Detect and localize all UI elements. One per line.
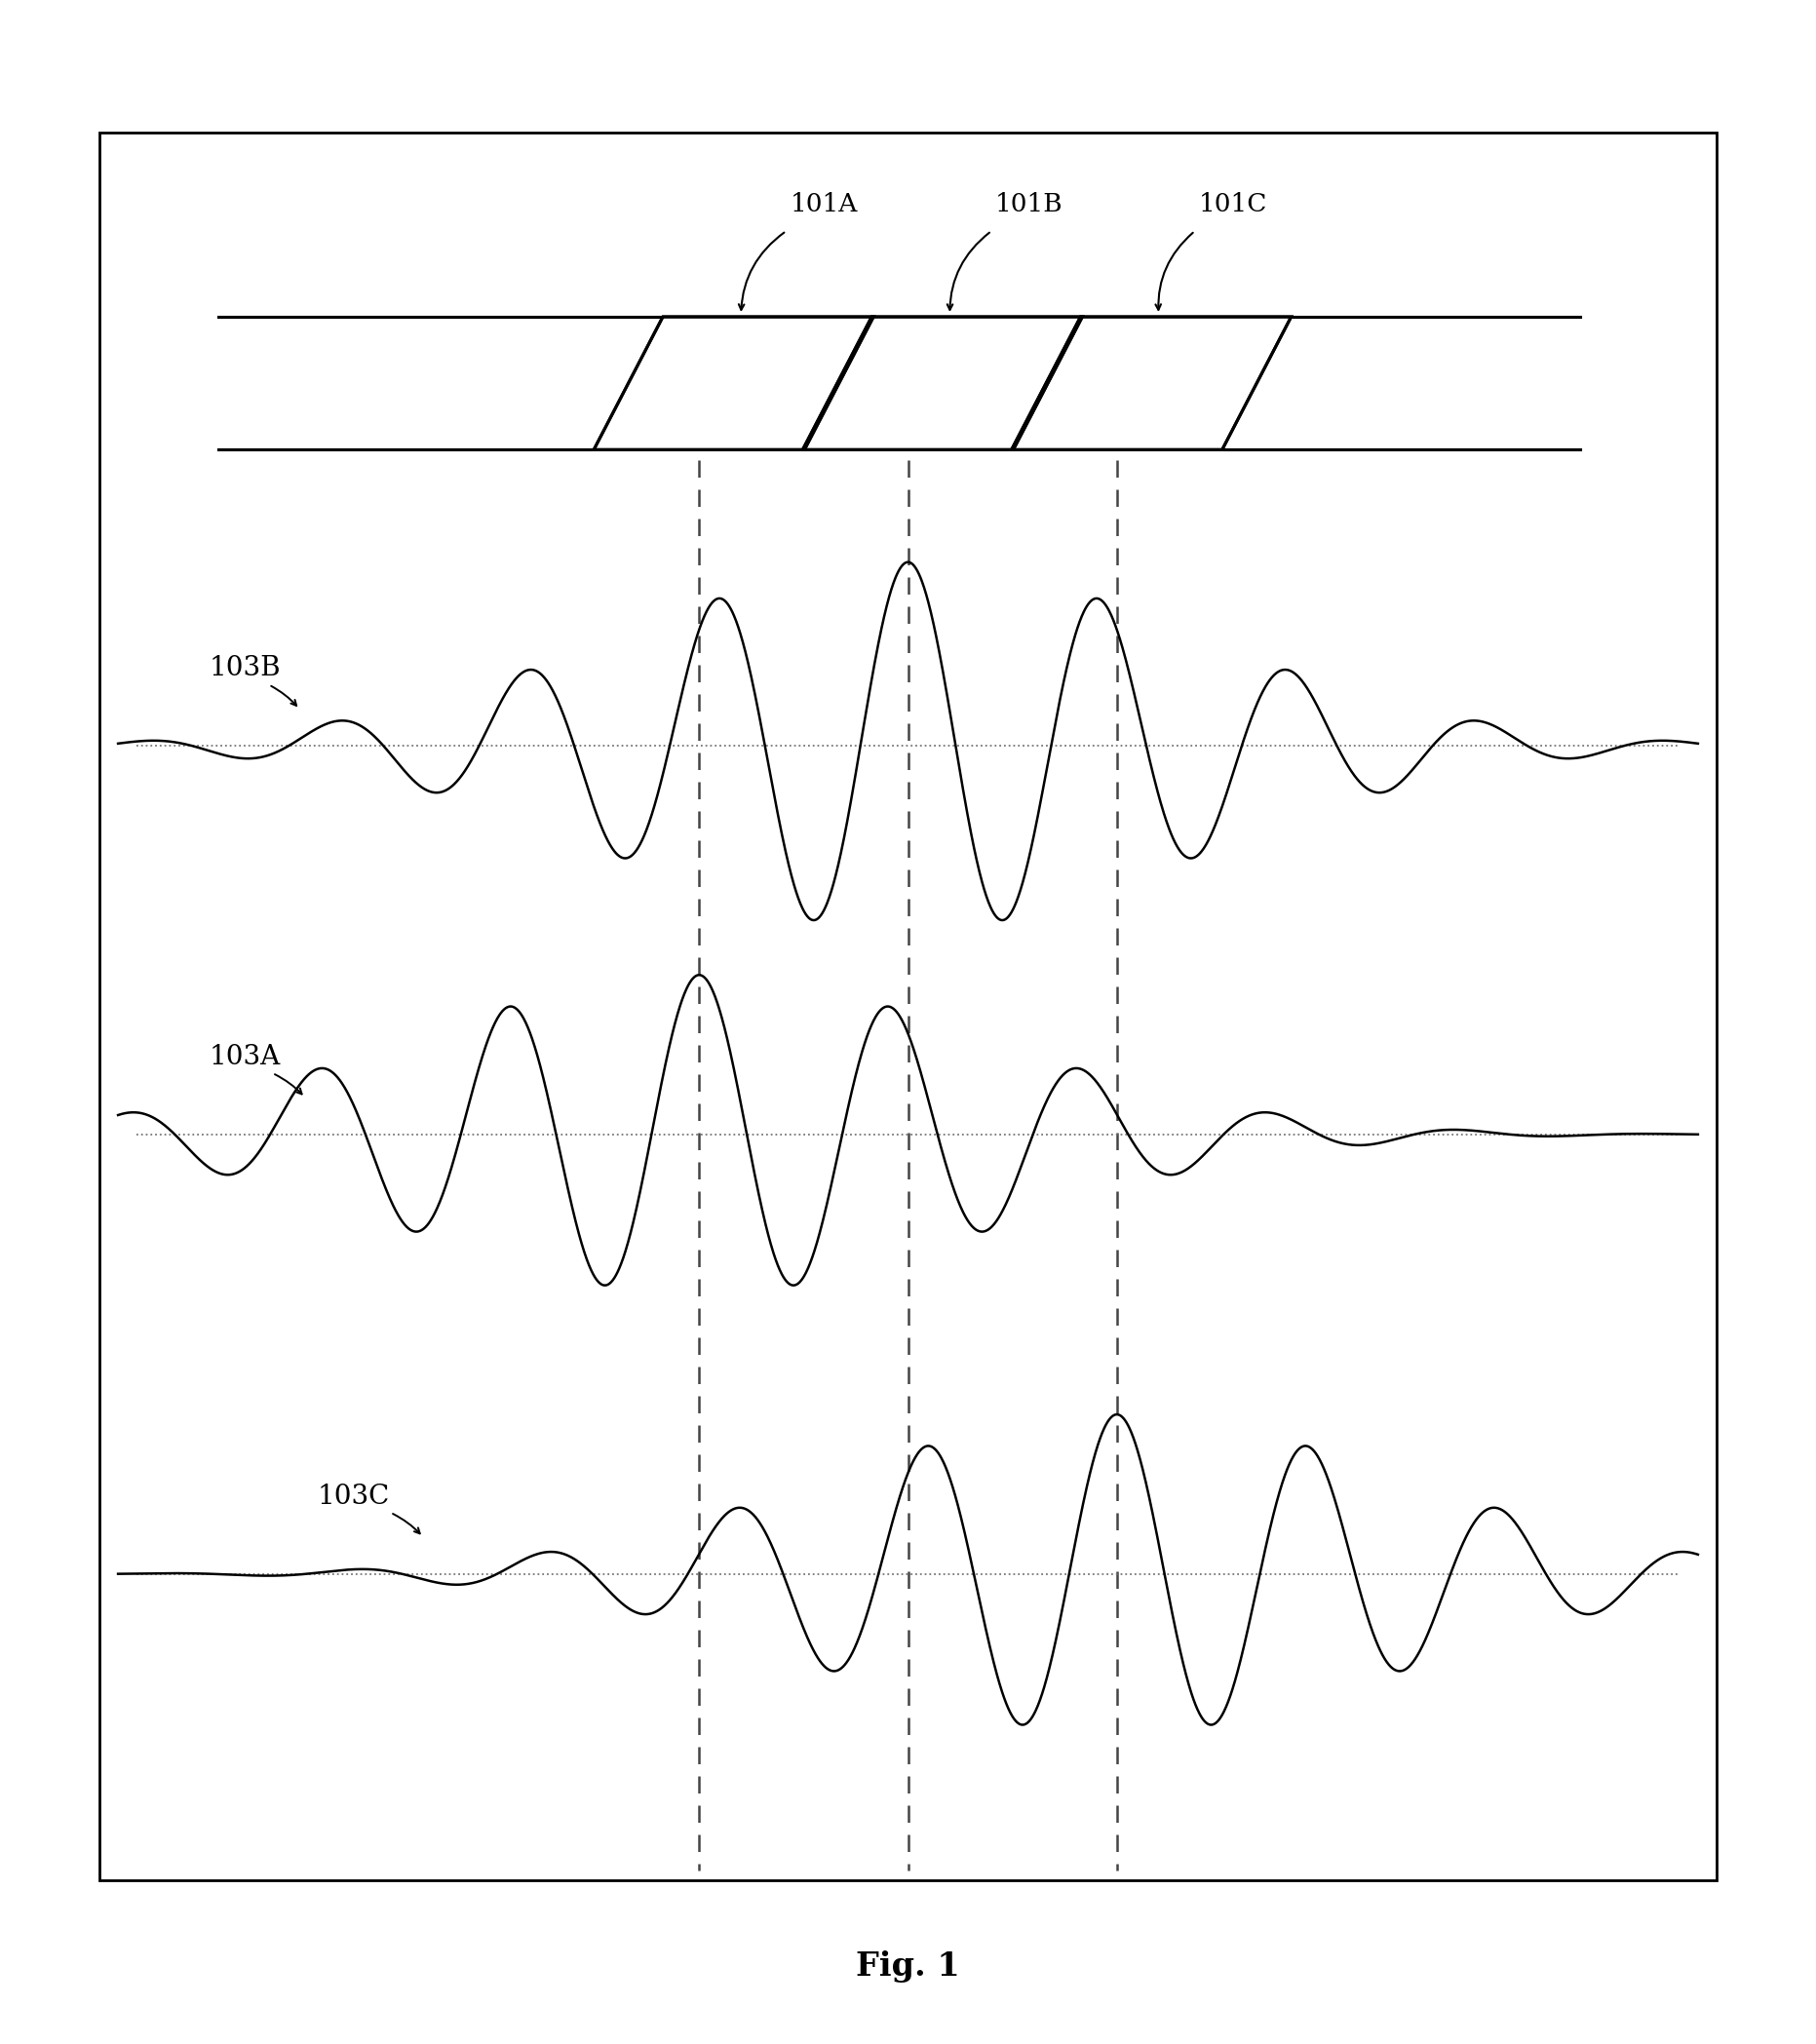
- Text: 103A: 103A: [209, 1044, 280, 1069]
- Polygon shape: [803, 317, 1082, 450]
- Text: 101B: 101B: [995, 192, 1062, 217]
- Polygon shape: [1012, 317, 1291, 450]
- Polygon shape: [1012, 317, 1291, 450]
- Text: 101C: 101C: [1199, 192, 1268, 217]
- Text: 103B: 103B: [209, 656, 281, 681]
- Polygon shape: [803, 317, 1082, 450]
- Polygon shape: [594, 317, 873, 450]
- Bar: [100, 133, 1716, 1880]
- Polygon shape: [594, 317, 873, 450]
- Text: 103C: 103C: [318, 1484, 390, 1508]
- Text: 101A: 101A: [790, 192, 857, 217]
- Text: Fig. 1: Fig. 1: [855, 1950, 961, 1983]
